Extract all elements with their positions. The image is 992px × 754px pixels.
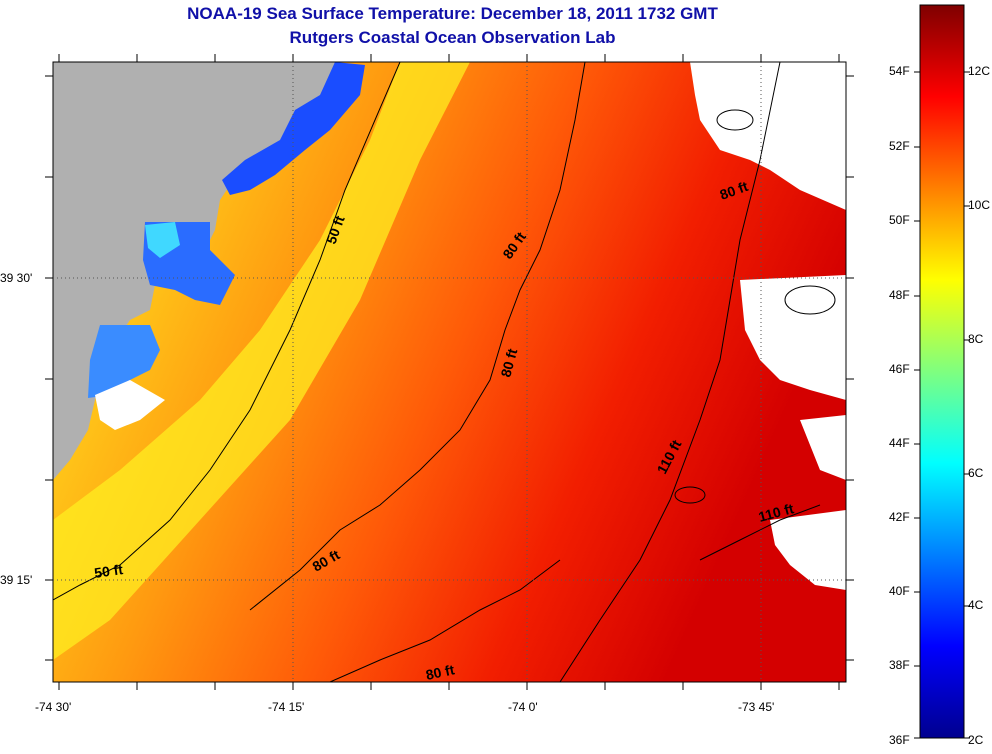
colorbar-f-label: 50F [889, 213, 910, 227]
contour-label: 80 ft [497, 347, 520, 379]
colorbar-c-label: 12C [968, 64, 991, 78]
contour-80ft-b [329, 559, 561, 682]
contour-island-2 [784, 285, 836, 315]
x-tick-label: -74 0' [508, 700, 538, 714]
colorbar-f-label: 52F [889, 139, 910, 153]
colorbar-f-label: 54F [889, 64, 910, 78]
colorbar-c-label: 4C [968, 598, 984, 612]
contour-110ft [559, 62, 781, 682]
x-tick-label: -73 45' [738, 700, 775, 714]
cold-water-south [88, 325, 160, 398]
contour-island-1 [674, 486, 706, 504]
colorbar-f-label: 38F [889, 658, 910, 672]
y-tick-label: 39 30' [0, 271, 33, 285]
contour-island-3 [716, 109, 754, 131]
x-tick-label: -74 15' [268, 700, 305, 714]
colorbar [919, 4, 965, 739]
colorbar-f-label: 46F [889, 362, 910, 376]
colorbar-f-label: 36F [889, 733, 910, 747]
no-data-east-north [690, 62, 846, 210]
nearshore-warm-band [53, 62, 470, 660]
colorbar-f-label: 44F [889, 436, 910, 450]
contour-label: 50 ft [93, 561, 124, 581]
colorbar-c-label: 6C [968, 466, 984, 480]
colorbar-c-label: 8C [968, 332, 984, 346]
no-data-coast [95, 380, 165, 430]
chart-title: NOAA-19 Sea Surface Temperature: Decembe… [187, 4, 718, 23]
colorbar-ticks [914, 71, 970, 739]
no-data-east-south [770, 510, 846, 590]
cold-water-north [222, 62, 365, 195]
map-ticks [45, 54, 854, 690]
no-data-east-small [800, 415, 846, 480]
colorbar-f-label: 48F [889, 288, 910, 302]
colorbar-c-label: 2C [968, 733, 984, 747]
grid [53, 62, 846, 682]
land-nj [53, 62, 340, 480]
contour-50ft [53, 62, 401, 601]
contour-110ft-b [699, 504, 821, 561]
contour-80ft-a [249, 62, 586, 611]
y-tick-label: 39 15' [0, 573, 33, 587]
x-tick-label: -74 30' [35, 700, 72, 714]
colorbar-f-label: 40F [889, 584, 910, 598]
colorbar-c-label: 10C [968, 198, 991, 212]
chart-subtitle: Rutgers Coastal Ocean Observation Lab [289, 28, 616, 47]
contour-label: 80 ft [424, 661, 456, 683]
colorbar-f-label: 42F [889, 510, 910, 524]
cyan-fringe [145, 222, 180, 258]
no-data-east-mid [740, 275, 846, 400]
